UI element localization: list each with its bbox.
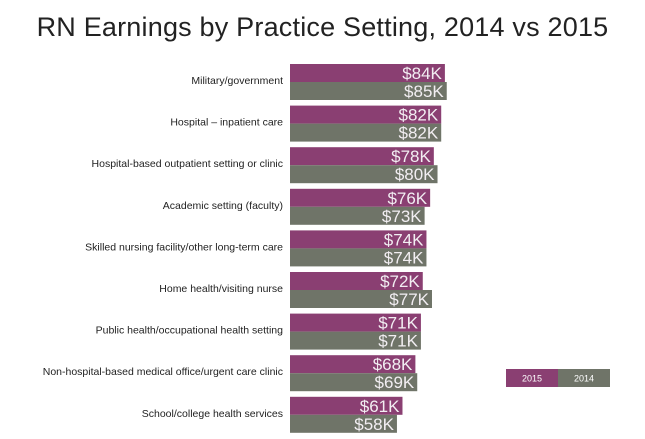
legend-label: 2015 [522,374,542,384]
value-label: $74K [384,230,424,249]
category-label: Academic setting (faculty) [163,200,283,212]
category-label: Military/government [191,75,283,87]
category-label: School/college health services [142,408,283,420]
bar-2015 [290,188,431,207]
bar-2014 [290,165,438,184]
bar-2015 [290,147,434,166]
value-label: $84K [402,64,442,83]
bar-2015 [290,272,423,290]
bar-2015 [290,355,416,374]
value-label: $74K [384,248,424,267]
value-label: $77K [389,290,429,309]
bar-2015 [290,64,445,82]
value-label: $85K [404,82,444,101]
bar-2014 [290,248,427,267]
category-label: Non-hospital-based medical office/urgent… [43,366,283,378]
bar-2015 [290,230,427,249]
category-label: Public health/occupational health settin… [96,325,284,337]
value-label: $71K [378,314,418,333]
bar-2014 [290,373,418,392]
value-label: $69K [375,373,415,392]
legend-swatch-2014 [558,369,610,387]
chart-title: RN Earnings by Practice Setting, 2014 vs… [36,12,609,42]
value-label: $82K [399,106,439,125]
value-label: $78K [391,147,431,166]
bar-2014 [290,414,397,433]
bar-2015 [290,313,421,332]
category-label: Skilled nursing facility/other long-term… [85,241,283,253]
value-label: $61K [360,397,400,416]
bar-2015 [290,105,442,124]
bar-2014 [290,206,425,225]
value-label: $80K [395,165,435,184]
bar-2014 [290,82,447,100]
legend: 2015 2014 [506,369,610,387]
value-label: $76K [387,189,427,208]
category-label: Hospital-based outpatient setting or cli… [92,158,283,170]
category-label: Home health/visiting nurse [159,283,283,295]
value-label: $58K [354,415,394,434]
bar-2015 [290,396,403,415]
category-label: Hospital – inpatient care [170,117,283,129]
value-label: $82K [399,124,439,143]
value-label: $73K [382,207,422,226]
legend-label: 2014 [574,374,594,384]
bar-2014 [290,290,432,308]
legend-swatch-2015 [506,369,558,387]
bars-group: Military/government $84K$85K Hospital – in… [43,64,447,434]
value-label: $72K [380,272,420,291]
bar-2014 [290,331,421,350]
value-label: $71K [378,332,418,351]
value-label: $68K [373,355,413,374]
bar-2014 [290,123,442,142]
